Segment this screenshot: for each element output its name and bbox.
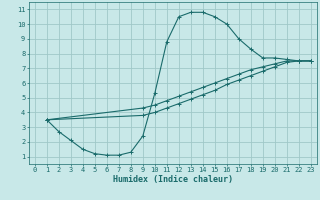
X-axis label: Humidex (Indice chaleur): Humidex (Indice chaleur) xyxy=(113,175,233,184)
